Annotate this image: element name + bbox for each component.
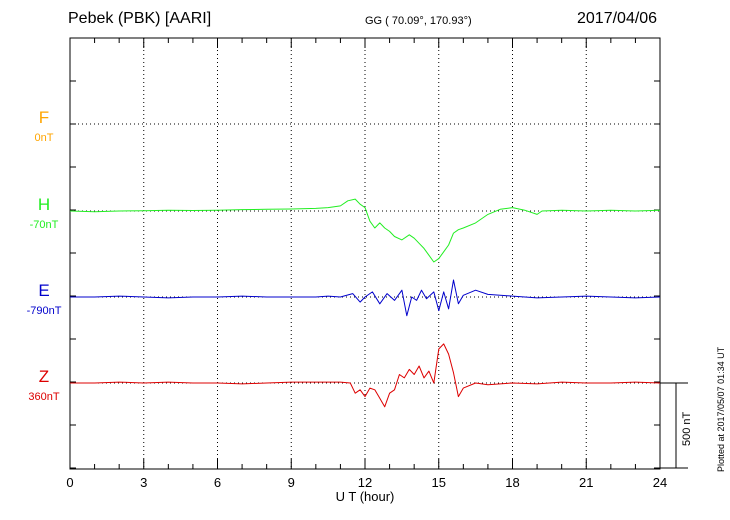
x-tick-label: 21 bbox=[579, 475, 593, 490]
x-tick-label: 24 bbox=[653, 475, 667, 490]
x-tick-label: 6 bbox=[214, 475, 221, 490]
x-tick-label: 12 bbox=[358, 475, 372, 490]
series-lines bbox=[69, 198, 661, 408]
axis-ticks bbox=[69, 38, 661, 469]
scale-bar bbox=[660, 382, 688, 469]
chart-date: 2017/04/06 bbox=[577, 10, 658, 27]
series-label-e: E bbox=[38, 281, 50, 300]
x-tick-labels: 0 3 6 9 12 15 18 21 24 bbox=[66, 475, 667, 490]
station-coords: GG ( 70.09°, 170.93°) bbox=[365, 15, 472, 27]
x-tick-label: 18 bbox=[505, 475, 519, 490]
series-label-z: Z bbox=[38, 367, 50, 386]
series-baseline-f: 0nT bbox=[34, 132, 54, 144]
plot-grid bbox=[70, 38, 660, 469]
x-tick-label: 9 bbox=[288, 475, 295, 490]
x-tick-label: 3 bbox=[140, 475, 147, 490]
series-line-e bbox=[70, 279, 661, 317]
series-label-f: F bbox=[38, 108, 50, 127]
series-line-z bbox=[70, 343, 661, 408]
station-title: Pebek (PBK) [AARI] bbox=[68, 10, 212, 27]
scale-bar-label: 500 nT bbox=[681, 411, 693, 446]
x-tick-label: 15 bbox=[432, 475, 446, 490]
plotted-note: Plotted at 2017/05/07 01:34 UT bbox=[716, 346, 726, 472]
series-line-h bbox=[69, 198, 661, 263]
x-axis-label: U T (hour) bbox=[335, 489, 395, 504]
series-label-h: H bbox=[37, 195, 51, 214]
x-tick-label: 0 bbox=[66, 475, 73, 490]
series-baseline-h: -70nT bbox=[29, 219, 59, 231]
series-baseline-z: 360nT bbox=[28, 391, 60, 403]
series-baseline-e: -790nT bbox=[26, 305, 62, 317]
